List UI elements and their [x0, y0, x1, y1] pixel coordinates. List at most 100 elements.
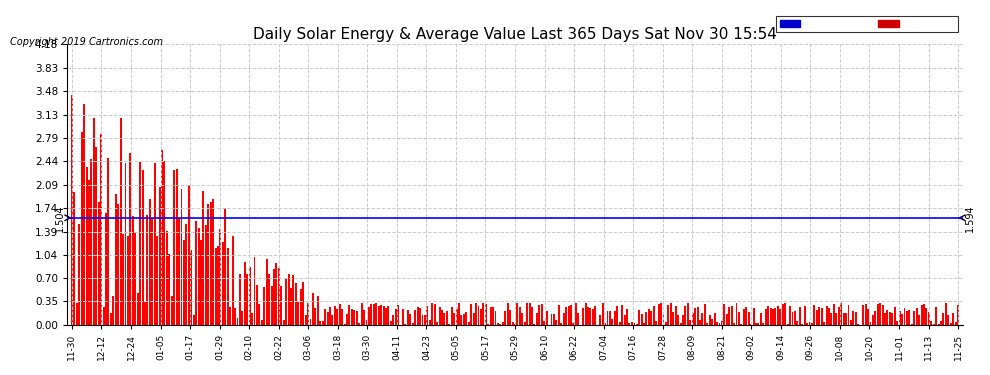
Bar [402, 309, 404, 325]
Bar [470, 304, 472, 325]
Bar [207, 204, 209, 325]
Bar [168, 254, 170, 325]
Bar [631, 322, 633, 325]
Bar [302, 282, 304, 325]
Bar [621, 304, 623, 325]
Bar [509, 309, 511, 325]
Bar [463, 314, 465, 325]
Bar [171, 296, 172, 325]
Bar [847, 304, 849, 325]
Bar [684, 306, 686, 325]
Bar [926, 308, 928, 325]
Bar [544, 321, 545, 325]
Bar [947, 315, 949, 325]
Bar [692, 313, 694, 325]
Bar [417, 307, 419, 325]
Bar [472, 314, 474, 325]
Bar [764, 309, 766, 325]
Bar [645, 312, 647, 325]
Bar [71, 94, 73, 325]
Bar [234, 308, 236, 325]
Bar [944, 303, 946, 325]
Bar [188, 184, 190, 325]
Bar [760, 313, 762, 325]
Bar [429, 320, 431, 325]
Bar [614, 310, 616, 325]
Bar [395, 309, 397, 325]
Bar [675, 306, 676, 325]
Bar [736, 303, 738, 325]
Bar [175, 169, 177, 325]
Bar [297, 302, 299, 325]
Bar [536, 313, 538, 325]
Bar [307, 303, 309, 325]
Bar [660, 303, 662, 325]
Bar [512, 322, 514, 325]
Bar [263, 286, 265, 325]
Bar [477, 306, 479, 325]
Bar [772, 309, 774, 325]
Bar [867, 309, 869, 325]
Bar [877, 304, 879, 325]
Bar [190, 251, 192, 325]
Bar [312, 293, 314, 325]
Bar [217, 246, 219, 325]
Bar [242, 310, 244, 325]
Bar [497, 323, 499, 325]
Bar [742, 309, 744, 325]
Bar [300, 289, 302, 325]
Bar [285, 278, 287, 325]
Bar [332, 315, 334, 325]
Bar [555, 320, 557, 325]
Bar [652, 306, 654, 325]
Bar [889, 312, 891, 325]
Bar [787, 324, 789, 325]
Bar [444, 313, 446, 325]
Bar [385, 308, 387, 325]
Bar [485, 304, 487, 325]
Bar [329, 307, 331, 325]
Bar [789, 306, 791, 325]
Bar [804, 306, 806, 325]
Bar [794, 310, 796, 325]
Bar [185, 224, 187, 325]
Bar [575, 303, 577, 325]
Bar [275, 263, 277, 325]
Bar [841, 303, 842, 325]
Bar [507, 303, 509, 325]
Bar [609, 311, 611, 325]
Bar [350, 309, 352, 325]
Bar [397, 305, 399, 325]
Bar [198, 228, 200, 325]
Bar [792, 312, 793, 325]
Bar [806, 323, 808, 325]
Bar [519, 307, 521, 325]
Bar [517, 303, 519, 325]
Bar [894, 307, 896, 325]
Bar [833, 304, 835, 325]
Bar [650, 311, 652, 325]
Bar [260, 320, 262, 325]
Bar [122, 234, 124, 325]
Bar [923, 304, 925, 325]
Bar [348, 305, 350, 325]
Bar [809, 322, 811, 325]
Bar [570, 305, 572, 325]
Bar [127, 236, 129, 325]
Bar [458, 303, 460, 325]
Bar [253, 257, 255, 325]
Bar [826, 306, 828, 325]
Bar [657, 304, 659, 325]
Bar [931, 321, 933, 325]
Bar [222, 242, 224, 325]
Bar [310, 319, 312, 325]
Bar [158, 188, 160, 325]
Bar [460, 315, 462, 325]
Bar [582, 308, 584, 325]
Bar [682, 315, 684, 325]
Bar [589, 308, 591, 325]
Bar [745, 306, 747, 325]
Bar [450, 307, 452, 325]
Bar [957, 305, 959, 325]
Bar [495, 311, 497, 325]
